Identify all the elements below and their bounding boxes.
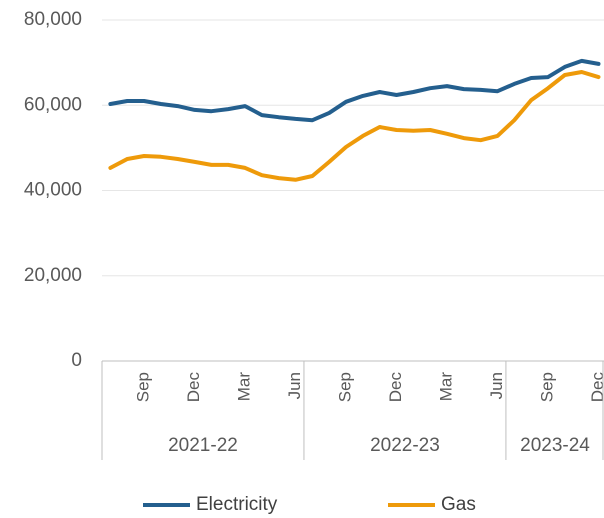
x-tick-label: Jun xyxy=(487,372,506,399)
legend-label: Electricity xyxy=(196,494,278,515)
x-tick-label: Dec xyxy=(588,372,604,403)
x-tick-label: Sep xyxy=(336,372,355,402)
x-tick-label: Dec xyxy=(184,372,203,403)
x-tick-label: Sep xyxy=(537,372,556,402)
y-tick-label: 80,000 xyxy=(24,9,82,30)
x-tick-label: Mar xyxy=(436,372,455,402)
line-series xyxy=(108,58,601,123)
y-tick-label: 20,000 xyxy=(24,265,82,286)
x-tick-label: Jun xyxy=(285,372,304,399)
group-label: 2023-24 xyxy=(520,435,590,456)
legend-label: Gas xyxy=(441,494,476,515)
line-series xyxy=(108,70,601,182)
y-tick-label: 60,000 xyxy=(24,94,82,115)
x-tick-label: Sep xyxy=(134,372,153,402)
x-tick-label: Dec xyxy=(386,372,405,403)
y-tick-label: 0 xyxy=(71,350,82,371)
group-label: 2022-23 xyxy=(370,435,440,456)
x-tick-label: Mar xyxy=(235,372,254,402)
group-label: 2021-22 xyxy=(168,435,238,456)
y-tick-label: 40,000 xyxy=(24,180,82,201)
